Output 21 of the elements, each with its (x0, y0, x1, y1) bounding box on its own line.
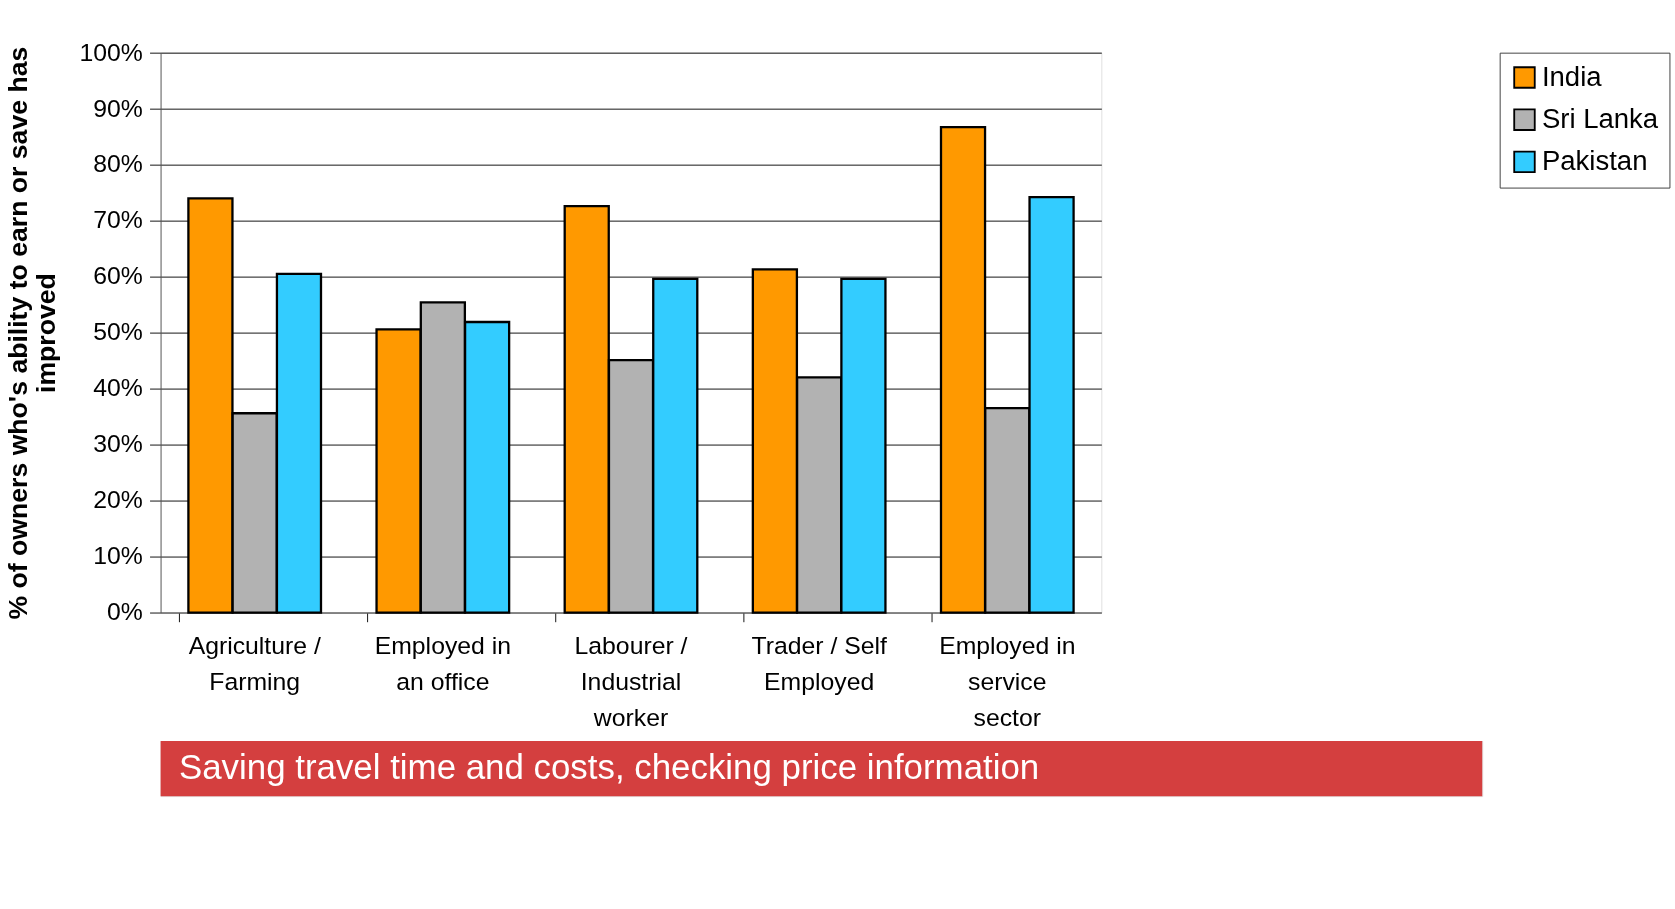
y-tick-label: 60% (93, 262, 143, 290)
legend-label: India (1541, 60, 1603, 92)
y-tick-label: 80% (93, 150, 143, 178)
y-tick-label: 20% (93, 486, 143, 514)
y-tick-label: 90% (93, 94, 143, 122)
x-tick-label: Agriculture / Farming (188, 632, 321, 696)
y-tick-label: 0% (106, 598, 143, 626)
y-axis-title: % of owners who's ability to earn or save has improved (3, 46, 62, 620)
text: Saving travel time and costs, checking price information (178, 746, 1040, 786)
x-tick-label: Trader / Self Employed (751, 632, 887, 696)
y-tick-label: 30% (93, 430, 143, 458)
legend-label: Pakistan (1541, 145, 1648, 177)
y-tick-label: 40% (93, 374, 143, 402)
x-tick-label: Labourer / Industrial worker (574, 632, 688, 731)
x-tick-label: Employed in service sector (939, 632, 1076, 731)
y-tick-label: 10% (93, 542, 143, 570)
y-tick-label: 70% (93, 206, 143, 234)
y-tick-label: 100% (79, 38, 143, 66)
legend-label: Sri Lanka (1541, 102, 1659, 134)
y-tick-label: 50% (93, 318, 143, 346)
x-tick-label: Employed in an office (374, 632, 511, 696)
